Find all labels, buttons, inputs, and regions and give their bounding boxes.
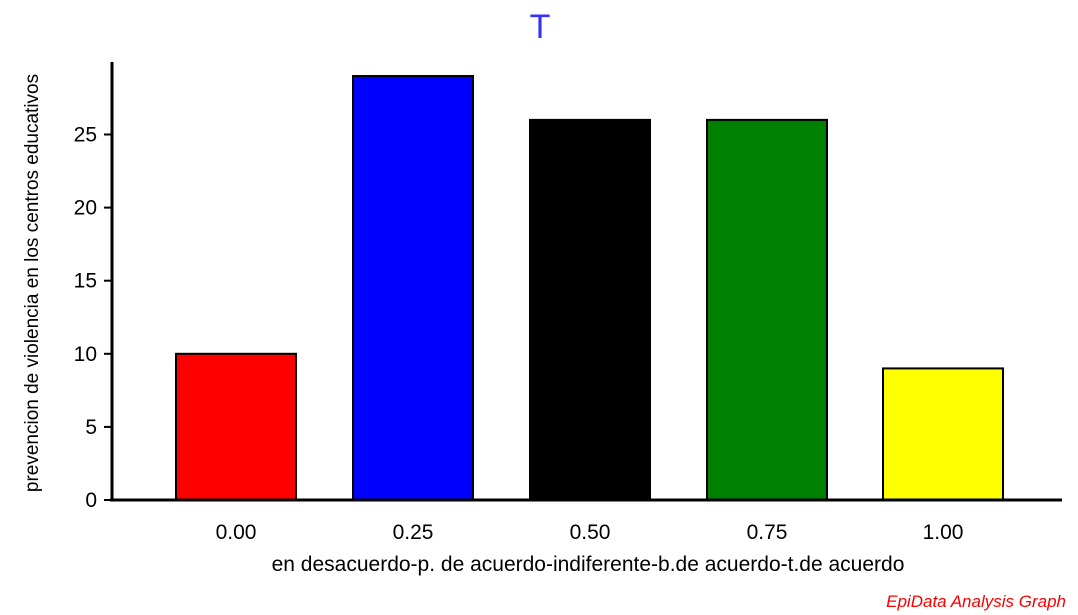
x-tick-label: 1.00	[923, 521, 964, 544]
x-tick-label: 0.75	[747, 521, 788, 544]
y-tick-label: 15	[74, 270, 97, 293]
x-tick-label: 0.25	[393, 521, 434, 544]
y-ticks-group: 0 5 10 15 20 25	[74, 124, 112, 512]
bar-0.25	[352, 75, 474, 502]
y-tick-label: 5	[85, 416, 97, 439]
y-axis-label: prevencion de violencia en los centros e…	[22, 74, 43, 492]
bar-0.00	[175, 352, 297, 501]
bar-1.00	[882, 367, 1004, 502]
bars-group	[175, 75, 1004, 502]
x-tick-label: 0.00	[216, 521, 257, 544]
x-ticks-group: 0.00 0.25 0.50 0.75 1.00	[216, 521, 964, 544]
y-tick-label: 20	[74, 197, 97, 220]
x-tick-label: 0.50	[570, 521, 611, 544]
x-axis-label: en desacuerdo-p. de acuerdo-indiferente-…	[272, 553, 905, 576]
credit-label: EpiData Analysis Graph	[886, 592, 1066, 611]
y-tick-label: 25	[74, 124, 97, 147]
chart-title: T	[530, 8, 551, 46]
bar-0.75	[706, 118, 828, 501]
bar-0.50	[529, 118, 651, 501]
y-tick-label: 10	[74, 343, 97, 366]
y-tick-label: 0	[85, 489, 97, 512]
